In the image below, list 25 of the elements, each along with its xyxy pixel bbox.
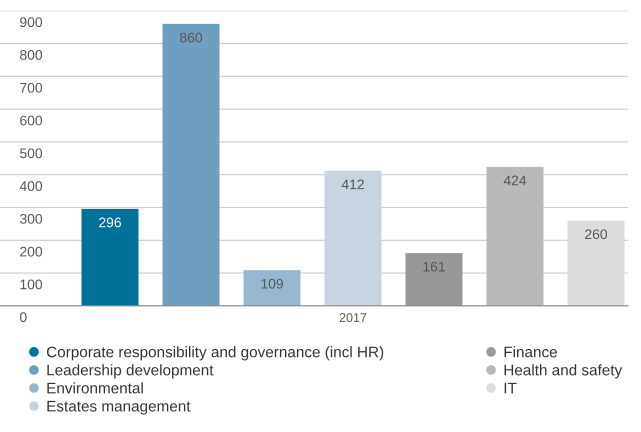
y-tick-label: 0	[20, 312, 27, 322]
legend-label: Finance	[504, 346, 557, 358]
legend-label: Leadership development	[47, 364, 214, 378]
legend-label: Environmental	[47, 382, 143, 394]
y-tick-label: 200	[20, 246, 42, 257]
data-label: 260	[585, 229, 608, 240]
x-tick-label: 2017	[340, 313, 366, 322]
legend-label: Estates management	[47, 400, 190, 415]
y-tick-label: 700	[20, 82, 42, 93]
data-label: 161	[423, 262, 445, 272]
legend-label: Corporate responsibility and governance (incl HR)	[46, 346, 384, 360]
data-label: 296	[99, 218, 121, 228]
y-tick-label: 900	[20, 17, 42, 28]
legend-label: Health and safety	[504, 364, 622, 378]
y-tick-label: 300	[20, 214, 42, 224]
data-label: 109	[261, 278, 283, 289]
data-label: 412	[342, 179, 364, 190]
data-label: 860	[180, 32, 202, 42]
y-tick-label: 500	[20, 148, 42, 158]
data-label: 424	[504, 176, 526, 186]
y-tick-label: 400	[20, 181, 42, 191]
legend-label: IT	[504, 382, 517, 394]
y-tick-label: 800	[20, 50, 42, 60]
y-tick-label: 600	[20, 116, 42, 126]
y-tick-label: 100	[20, 280, 42, 290]
